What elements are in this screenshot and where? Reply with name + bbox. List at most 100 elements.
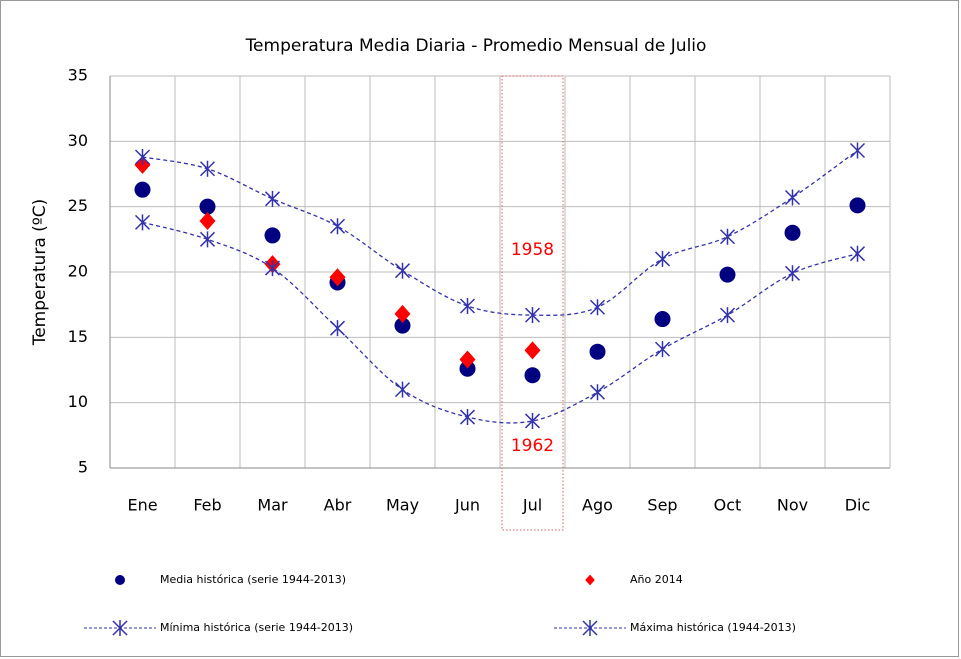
point [719,266,736,283]
point [459,350,476,369]
point [394,304,411,323]
star-glyph [112,620,128,636]
point [784,265,801,282]
y-tick-label: 30 [68,131,88,150]
point [784,189,801,206]
star-glyph [459,297,476,314]
legend-marker [115,575,125,585]
point [459,297,476,314]
star-glyph [134,149,151,166]
star-glyph [784,189,801,206]
point [329,268,346,287]
point [524,307,541,324]
point [264,227,281,244]
y-tick-label: 25 [68,196,88,215]
point [459,360,476,377]
star-glyph [582,620,598,636]
x-tick-label: Feb [193,496,221,515]
x-tick-label: Sep [647,496,677,515]
point [719,228,736,245]
x-tick-label: Mar [257,496,288,515]
highlight-box [501,75,564,531]
point [329,218,346,235]
star-glyph [524,307,541,324]
star-glyph [719,307,736,324]
point [394,262,411,279]
star-glyph [264,260,281,277]
y-tick-label: 35 [68,66,88,85]
star-glyph [394,381,411,398]
y-tick-label: 15 [68,327,88,346]
point [524,341,541,360]
point [459,409,476,426]
star-glyph [784,265,801,282]
point [199,198,216,215]
star-glyph [654,341,671,358]
star-glyph [329,320,346,337]
star-glyph [849,142,866,159]
point [329,320,346,337]
star-glyph [329,218,346,235]
legend-label: Mínima histórica (serie 1944-2013) [160,621,353,634]
legend-label: Máxima histórica (1944-2013) [630,621,796,634]
point [849,197,866,214]
star-glyph [134,214,151,231]
y-tick-label: 20 [68,262,88,281]
point [784,224,801,241]
legend-item: Media histórica (serie 1944-2013) [115,573,346,586]
star-glyph [264,190,281,207]
star-glyph [394,262,411,279]
star-glyph [589,299,606,316]
x-tick-label: Ene [127,496,157,515]
y-tick-label: 10 [68,392,88,411]
star-glyph [459,409,476,426]
star-glyph [654,250,671,267]
point [589,343,606,360]
point [524,412,541,429]
legend-item: Máxima histórica (1944-2013) [554,620,796,636]
legend-marker [112,620,128,636]
point [654,341,671,358]
point [719,307,736,324]
point [199,231,216,248]
point [394,381,411,398]
y-tick-label: 5 [78,458,88,477]
y-axis-label: Temperatura (ºC) [30,199,50,347]
x-tick-label: Dic [845,496,871,515]
point [654,311,671,328]
chart-title: Temperatura Media Diaria - Promedio Mens… [245,36,707,56]
x-tick-label: Abr [324,496,352,515]
point [264,190,281,207]
star-glyph [849,245,866,262]
legend-label: Año 2014 [630,573,683,586]
point [849,245,866,262]
x-tick-label: May [386,496,419,515]
star-glyph [719,228,736,245]
x-tick-label: Ago [582,496,613,515]
point [134,181,151,198]
star-glyph [524,412,541,429]
x-tick-label: Jul [522,496,542,515]
x-tick-label: Nov [777,496,808,515]
x-tick-label: Jun [454,496,480,515]
point [524,367,541,384]
point [394,317,411,334]
star-glyph [589,384,606,401]
point [264,260,281,277]
point [589,299,606,316]
annotation: 1958 [511,240,554,260]
point [134,149,151,166]
x-tick-label: Oct [714,496,742,515]
point [654,250,671,267]
point [589,384,606,401]
star-glyph [199,231,216,248]
point [199,160,216,177]
point [849,142,866,159]
point [134,214,151,231]
star-glyph [199,160,216,177]
legend-marker [582,620,598,636]
annotation: 1962 [511,436,554,456]
legend-label: Media histórica (serie 1944-2013) [160,573,346,586]
